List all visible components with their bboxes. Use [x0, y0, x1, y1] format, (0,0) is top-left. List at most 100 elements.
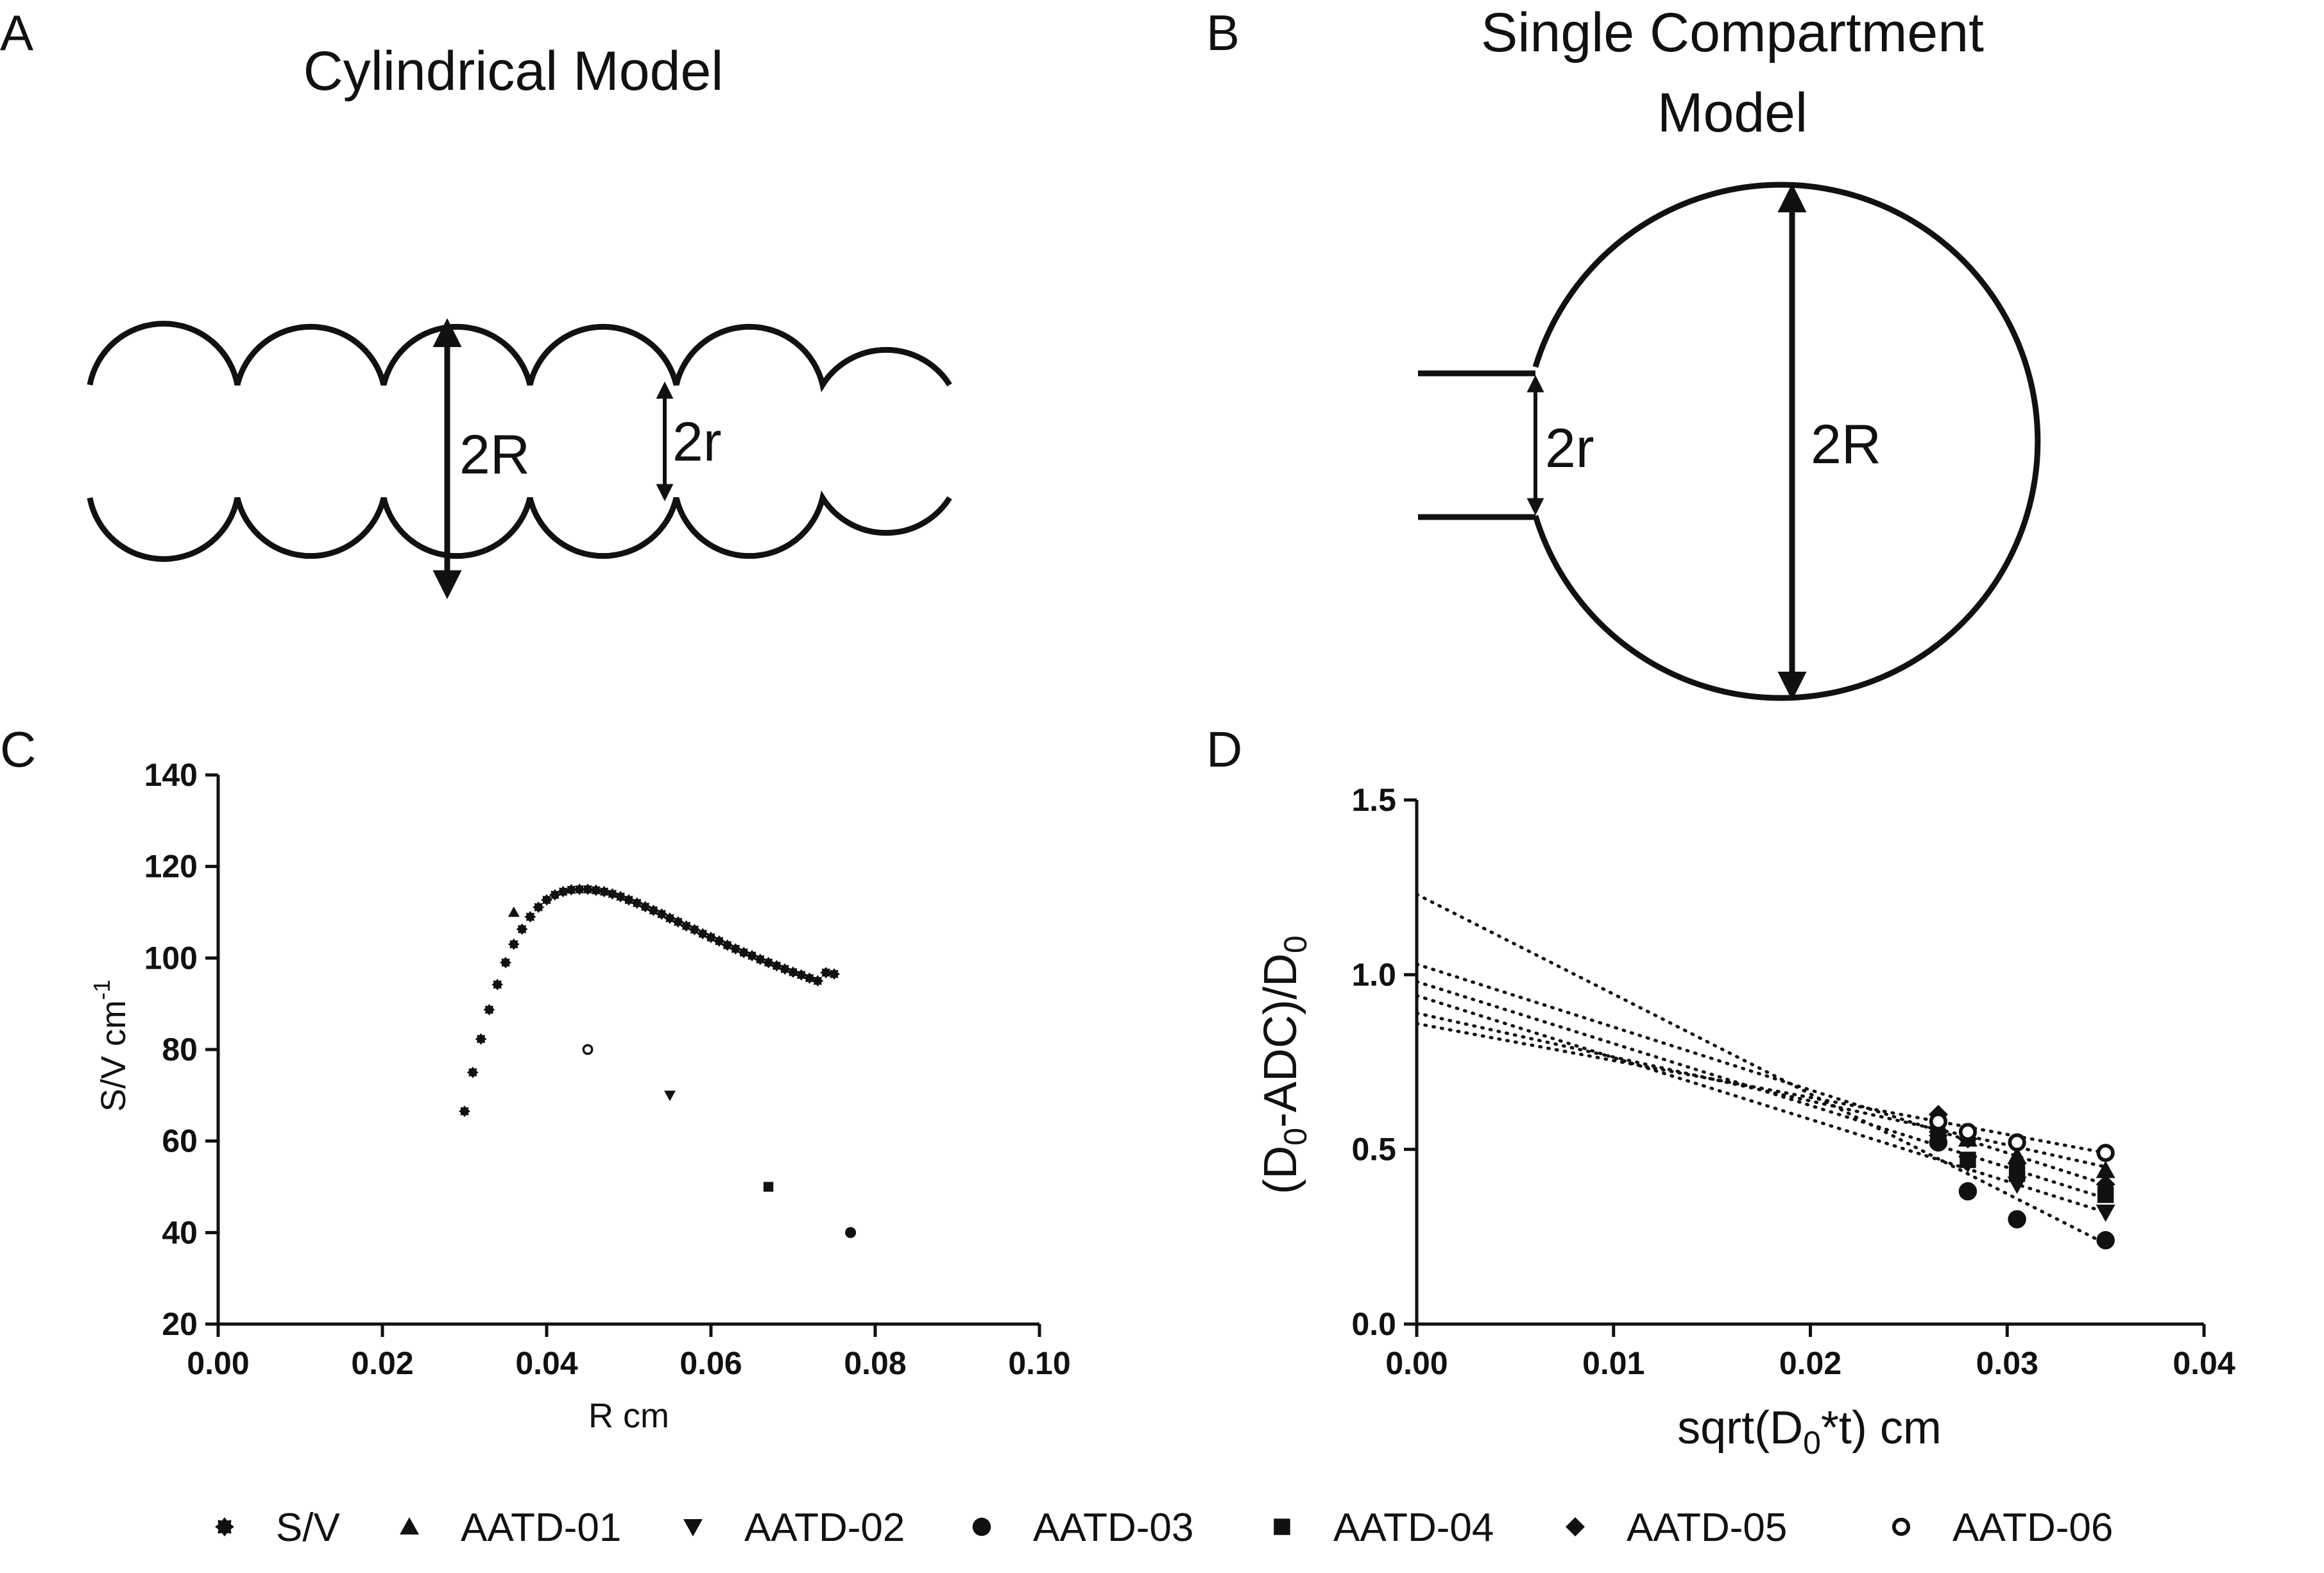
y-tick-label: 1.5	[1351, 782, 1396, 818]
sv-curve-point	[466, 1066, 479, 1078]
x-tick-label: 0.04	[515, 1345, 578, 1381]
legend-label: AATD-02	[744, 1506, 905, 1550]
panel-a: A Cylindrical Model 2R 2r	[0, 4, 952, 599]
chart-c-y-title-main: S/V cm	[94, 1000, 133, 1112]
legend-label: AATD-05	[1627, 1506, 1787, 1550]
legend-item: AATD-02	[683, 1506, 905, 1550]
sv-curve-point	[688, 924, 701, 936]
sv-curve-point	[680, 920, 692, 932]
label-2r-cylinder: 2r	[672, 411, 721, 473]
sv-curve-point	[565, 884, 577, 896]
sv-curve-point	[606, 888, 619, 900]
point-aatd-04	[1930, 1130, 1947, 1148]
sv-curve-point	[820, 967, 832, 979]
y-tick-label: 140	[144, 757, 198, 793]
sv-curve-point	[746, 949, 758, 962]
panel-d-letter: D	[1206, 721, 1242, 778]
chart-d-y-title-sub1: 0	[1277, 1128, 1313, 1146]
point-aatd-03	[845, 1227, 857, 1238]
legend-label: S/V	[276, 1506, 341, 1550]
chart-d-x-title-sub: 0	[1803, 1425, 1821, 1461]
legend-marker-aatd-05	[1566, 1517, 1585, 1536]
sv-curve-point	[812, 975, 824, 987]
panel-a-title: Cylindrical Model	[303, 40, 724, 102]
legend-item: AATD-03	[972, 1506, 1193, 1550]
point-aatd-06	[2008, 1133, 2026, 1152]
fit-line-aatd-04	[1415, 980, 2108, 1200]
sv-curve-point	[631, 897, 643, 909]
y-tick-label: 80	[162, 1032, 198, 1067]
compartment-sphere	[1532, 182, 2041, 701]
sv-curve-point	[508, 938, 520, 950]
sv-curve-point	[730, 943, 742, 955]
panel-a-letter: A	[0, 4, 33, 61]
x-tick-label: 0.08	[844, 1345, 906, 1381]
sv-curve-point	[721, 939, 733, 951]
sv-curve-point	[524, 911, 536, 923]
sv-curve-point	[639, 901, 651, 913]
point-aatd-06	[582, 1044, 594, 1055]
point-aatd-03	[2008, 1210, 2026, 1229]
chart-c-y-ticks: 20 40 60 80 100 120 140	[144, 757, 218, 1342]
legend-marker-aatd-03	[972, 1517, 991, 1536]
fit-line-aatd-06	[1415, 1022, 2108, 1155]
point-aatd-03	[1958, 1182, 1978, 1201]
panel-b-title-line1: Single Compartment	[1481, 2, 1984, 64]
point-aatd-04	[1960, 1152, 1976, 1168]
fit-line-aatd-03	[1415, 892, 2108, 1246]
sv-curve-point	[713, 935, 725, 947]
x-tick-label: 0.10	[1008, 1345, 1070, 1381]
sv-curve-point	[582, 883, 594, 896]
sv-curve-point	[590, 884, 602, 896]
point-aatd-06	[2096, 1144, 2115, 1162]
x-tick-label: 0.06	[679, 1345, 742, 1381]
legend-label: AATD-03	[1033, 1506, 1193, 1550]
label-2r-sphere: 2r	[1545, 418, 1594, 479]
sv-curve-point	[656, 908, 668, 920]
chart-c-x-title: R cm	[588, 1397, 669, 1435]
fit-line-aatd-05	[1415, 962, 2108, 1186]
sv-curve-point	[705, 931, 717, 944]
x-tick-label: 0.01	[1582, 1345, 1645, 1381]
legend-marker-aatd-02	[683, 1519, 703, 1536]
legend-marker-aatd-04	[1274, 1518, 1290, 1535]
sv-curve-point	[516, 923, 528, 935]
panel-c-letter: C	[0, 721, 36, 778]
point-aatd-01	[508, 906, 520, 917]
point-aatd-01	[2096, 1161, 2115, 1178]
legend-label: AATD-06	[1952, 1506, 2113, 1550]
sv-curve-point	[475, 1033, 487, 1045]
panel-b: B Single Compartment Model 2R 2r	[1206, 2, 2041, 701]
legend: S/V AATD-01 AATD-02 AATD-03 AATD-04 AATD-05 AA…	[215, 1506, 2113, 1550]
point-aatd-06	[1929, 1112, 1947, 1131]
x-tick-label: 0.02	[1779, 1345, 1841, 1381]
y-tick-label: 0.5	[1351, 1132, 1396, 1168]
label-2R-sphere: 2R	[1811, 414, 1881, 475]
legend-label: AATD-04	[1333, 1506, 1494, 1550]
chart-d-x-title-a: sqrt(D	[1677, 1402, 1803, 1454]
label-2R-cylinder: 2R	[459, 424, 530, 486]
point-aatd-04	[763, 1182, 774, 1192]
sv-curve-point	[598, 885, 610, 897]
x-tick-label: 0.00	[1385, 1345, 1448, 1381]
x-tick-label: 0.03	[1976, 1345, 2038, 1381]
chart-c-y-title-sup: -1	[89, 980, 115, 1000]
alveolar-wall-bottom	[87, 490, 952, 562]
chart-d-y-title-b: -ADC)/D	[1255, 953, 1306, 1128]
y-tick-label: 1.0	[1351, 957, 1396, 992]
alveolar-wall-top	[87, 321, 952, 393]
legend-item: AATD-06	[1892, 1506, 2113, 1550]
chart-d-x-title-b: *t) cm	[1821, 1402, 1942, 1454]
panel-c: C 0.00 0.02 0.04 0.06 0.08 0.10 20 40 60 80 100 12…	[0, 721, 1071, 1435]
chart-c-x-ticks: 0.00 0.02 0.04 0.06 0.08 0.10	[187, 1324, 1071, 1381]
legend-marker-aatd-06	[1892, 1517, 1911, 1536]
sv-curve-point	[533, 901, 545, 914]
legend-item: AATD-01	[400, 1506, 621, 1550]
point-aatd-05	[2007, 1153, 2027, 1173]
legend-label: AATD-01	[461, 1506, 621, 1550]
y-tick-label: 60	[162, 1123, 198, 1159]
sv-curve-point	[491, 978, 504, 991]
sv-curve-point	[541, 894, 552, 906]
legend-item: AATD-04	[1274, 1506, 1494, 1550]
legend-marker-aatd-01	[400, 1517, 419, 1535]
